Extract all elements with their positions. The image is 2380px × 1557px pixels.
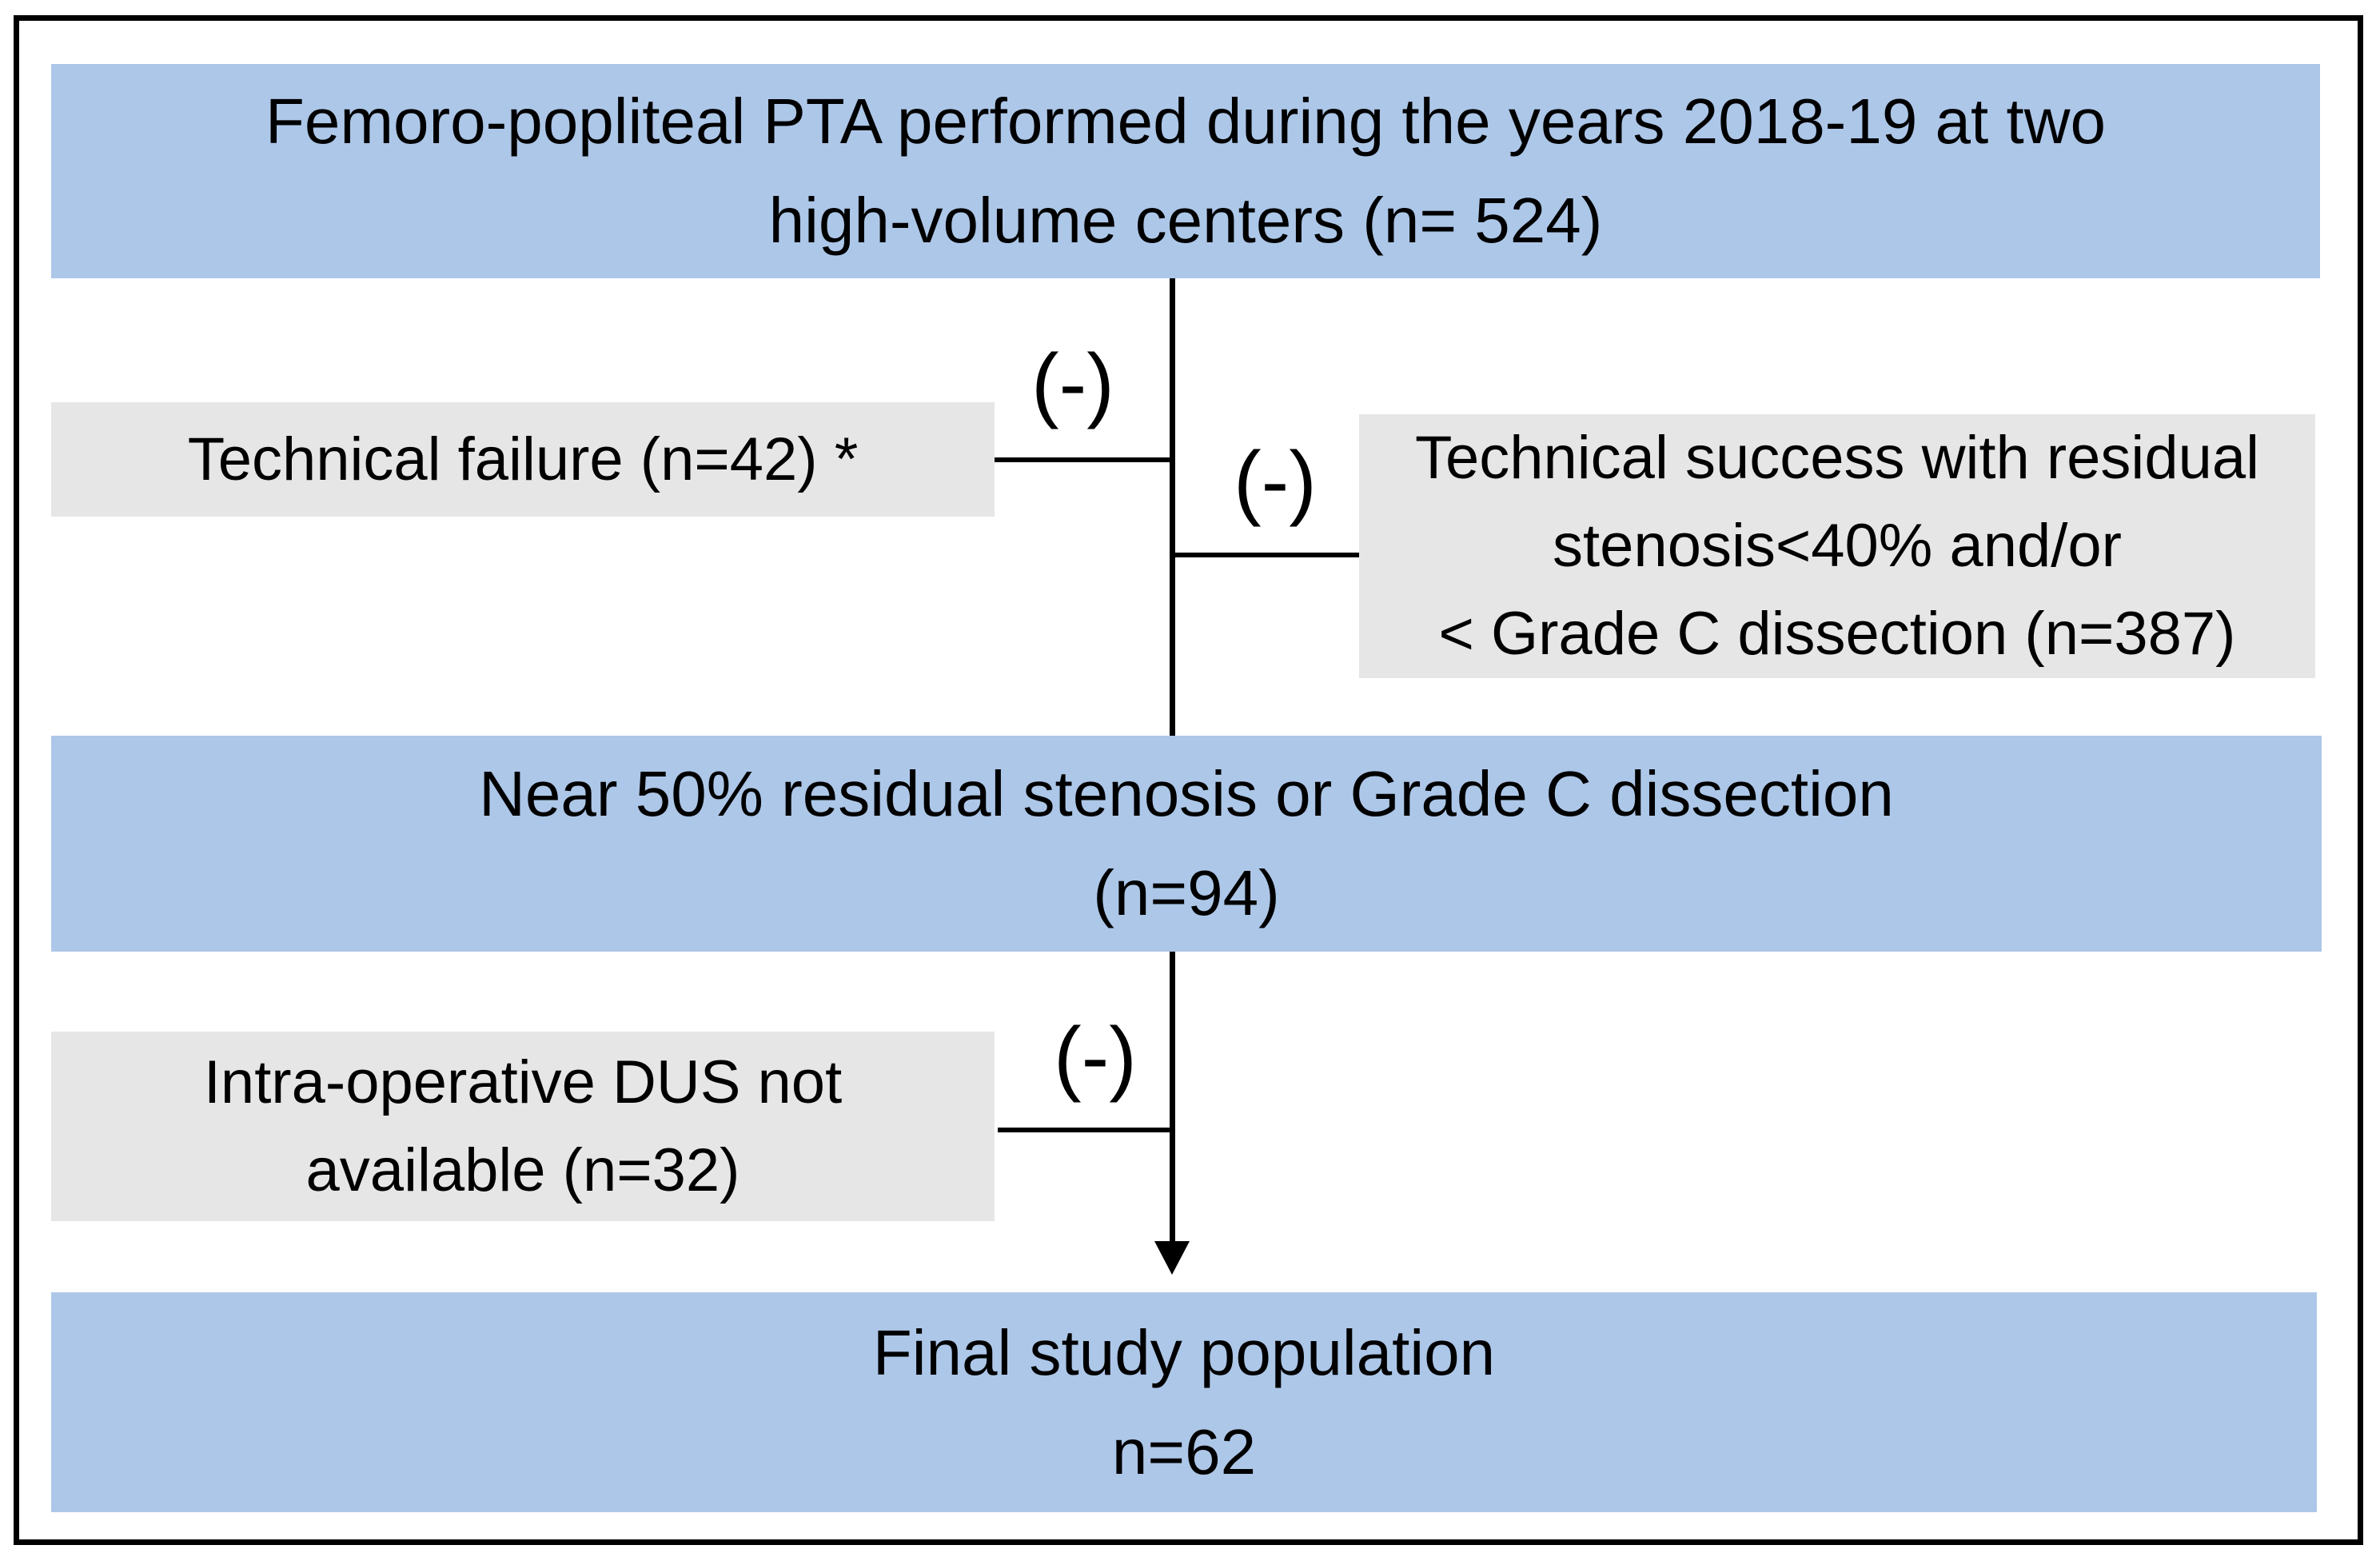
arrow-down-icon: [1154, 1241, 1190, 1275]
box-initial-population-line-2: high-volume centers (n= 524): [768, 185, 1603, 256]
box-technical-success-line-3: < Grade C dissection (n=387): [1438, 600, 2236, 668]
connector-technical-failure: [995, 457, 1175, 462]
box-final-population-line-2: n=62: [1111, 1415, 1257, 1487]
exclusion-minus-label-3: (-): [1054, 1011, 1137, 1104]
box-near-residual-stenosis-line-2: (n=94): [1093, 857, 1280, 928]
box-initial-population: Femoro-popliteal PTA performed during th…: [51, 64, 2320, 278]
connector-technical-success: [1170, 553, 1359, 557]
box-initial-population-line-1: Femoro-popliteal PTA performed during th…: [265, 86, 2106, 157]
box-technical-success-line-1: Technical success with residual: [1414, 424, 2260, 492]
exclusion-minus-label-2: (-): [1234, 435, 1317, 528]
box-final-population: Final study population n=62: [51, 1292, 2317, 1512]
box-dus-not-available: Intra-operative DUS not available (n=32): [51, 1032, 995, 1221]
box-final-population-line-1: Final study population: [872, 1316, 1496, 1388]
box-technical-success: Technical success with residual stenosis…: [1359, 414, 2315, 678]
exclusion-minus-label-1: (-): [1031, 337, 1114, 430]
box-technical-success-line-2: stenosis<40% and/or: [1553, 512, 2122, 580]
box-technical-failure-line-1: Technical failure (n=42) *: [187, 425, 859, 493]
box-dus-not-available-line-2: available (n=32): [305, 1136, 740, 1204]
box-technical-failure: Technical failure (n=42) *: [51, 402, 995, 517]
box-near-residual-stenosis-line-1: Near 50% residual stenosis or Grade C di…: [479, 758, 1894, 829]
box-near-residual-stenosis: Near 50% residual stenosis or Grade C di…: [51, 736, 2322, 952]
diagram-border: [14, 15, 2363, 1545]
connector-dus: [998, 1128, 1175, 1132]
box-dus-not-available-line-1: Intra-operative DUS not: [203, 1048, 843, 1116]
